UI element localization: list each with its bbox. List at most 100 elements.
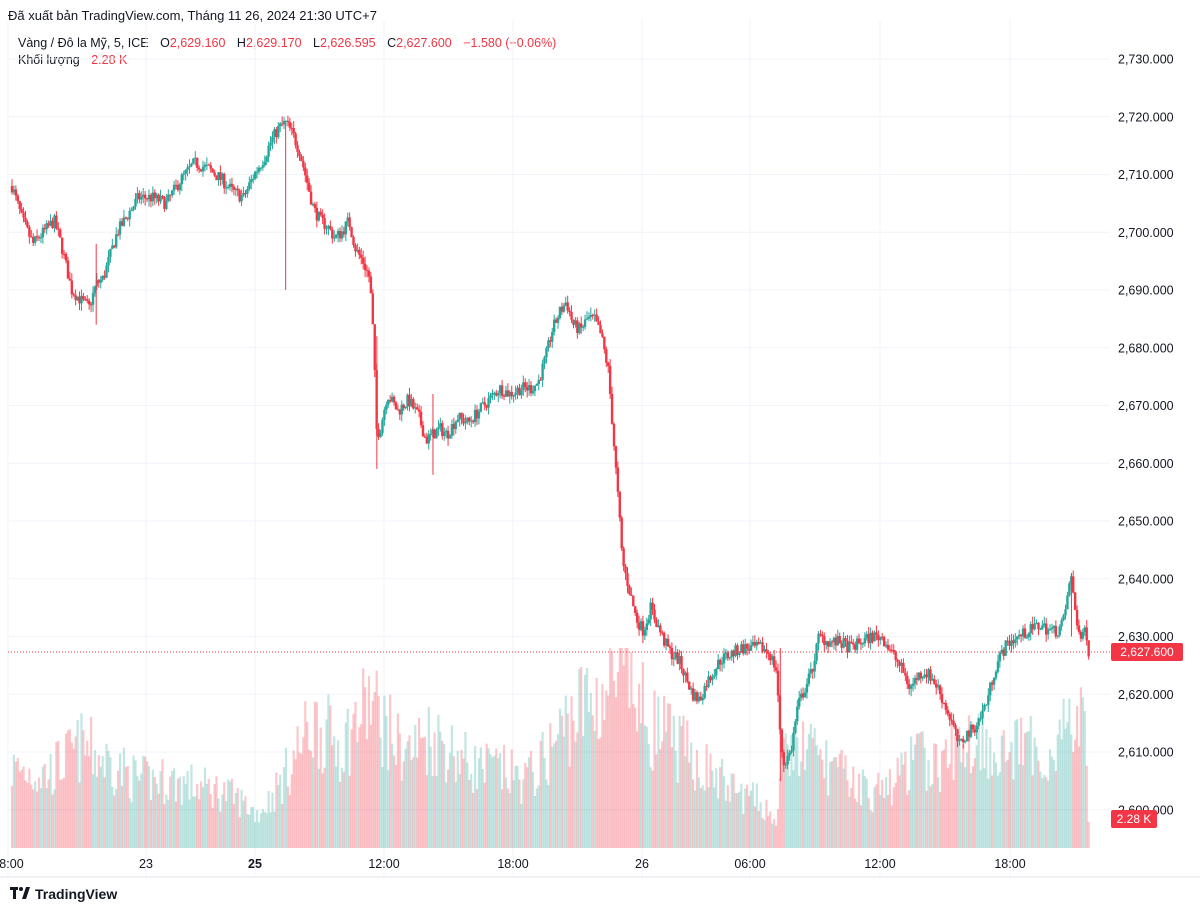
candle-body bbox=[967, 730, 971, 737]
candle bbox=[875, 625, 878, 641]
candle bbox=[180, 172, 183, 192]
candle bbox=[290, 122, 293, 136]
candle bbox=[591, 313, 594, 320]
candle-body bbox=[728, 657, 731, 659]
symbol-name[interactable]: Vàng / Đô la Mỹ, 5, ICE bbox=[18, 36, 149, 50]
candle-body bbox=[994, 671, 998, 678]
candle bbox=[655, 617, 658, 628]
candle-body bbox=[277, 126, 280, 138]
candle bbox=[402, 403, 405, 411]
volume-bar bbox=[452, 756, 455, 848]
volume-bar bbox=[736, 793, 739, 848]
candle-body bbox=[485, 405, 488, 408]
candle-body bbox=[174, 184, 178, 186]
volume-bar bbox=[1087, 821, 1090, 848]
candle bbox=[880, 632, 884, 641]
candle bbox=[614, 445, 618, 475]
candle bbox=[236, 185, 239, 197]
candle bbox=[170, 189, 174, 198]
candle bbox=[527, 378, 531, 396]
volume-bar bbox=[755, 783, 758, 848]
candle-body bbox=[742, 644, 745, 654]
candle bbox=[680, 651, 683, 674]
candle-body bbox=[24, 217, 27, 223]
candle-body bbox=[963, 741, 967, 743]
volume-bar bbox=[32, 789, 35, 848]
candle-body bbox=[217, 172, 220, 181]
candle-body bbox=[906, 675, 909, 685]
candle-body bbox=[201, 166, 205, 172]
candle-body bbox=[265, 156, 268, 162]
candle bbox=[788, 749, 791, 761]
candle-body bbox=[197, 167, 201, 170]
candle bbox=[39, 233, 43, 244]
candle-body bbox=[686, 672, 689, 682]
candle-body bbox=[898, 661, 901, 666]
volume-bar bbox=[879, 795, 882, 848]
volume-bar bbox=[188, 799, 191, 848]
candle-body bbox=[84, 299, 87, 301]
volume-bar bbox=[881, 779, 884, 848]
volume-label[interactable]: Khối lượng bbox=[18, 53, 80, 67]
candle bbox=[900, 658, 903, 674]
volume-bar bbox=[950, 721, 953, 848]
volume-bar bbox=[221, 794, 224, 848]
candle-body bbox=[682, 669, 685, 676]
volume-bar bbox=[325, 719, 328, 848]
candle-body bbox=[533, 385, 537, 392]
volume-bar bbox=[720, 758, 724, 848]
volume-bar bbox=[761, 818, 764, 848]
y-tick-label: 2,720.000 bbox=[1118, 110, 1174, 124]
candle-body bbox=[383, 409, 386, 420]
candle-body bbox=[713, 675, 716, 677]
candle bbox=[1023, 623, 1027, 639]
volume-bar bbox=[846, 780, 849, 848]
candle-body bbox=[132, 206, 135, 210]
candle-body bbox=[832, 637, 836, 643]
candle bbox=[525, 381, 529, 398]
candle-body bbox=[738, 652, 741, 655]
volume-bar bbox=[443, 743, 446, 848]
volume-bar bbox=[564, 695, 567, 848]
volume-bar bbox=[514, 765, 517, 848]
candle-body bbox=[408, 394, 411, 407]
candle bbox=[709, 674, 712, 684]
candle bbox=[869, 627, 872, 650]
volume-bar bbox=[526, 767, 529, 848]
volume-bar bbox=[1000, 735, 1003, 848]
candle bbox=[803, 688, 807, 698]
candle-body bbox=[1073, 592, 1077, 610]
candle-body bbox=[250, 179, 253, 183]
volume-bar bbox=[556, 734, 560, 848]
candle-body bbox=[317, 211, 320, 221]
volume-bar bbox=[960, 762, 963, 848]
candle-body bbox=[688, 681, 691, 690]
candle bbox=[62, 250, 66, 259]
candle bbox=[392, 394, 396, 406]
candle-body bbox=[780, 729, 784, 753]
candle bbox=[1075, 605, 1079, 630]
candle bbox=[554, 317, 558, 324]
candle-body bbox=[462, 417, 465, 424]
volume-bar bbox=[533, 796, 536, 848]
volume-bar bbox=[466, 762, 469, 848]
candle bbox=[414, 402, 417, 414]
candle-body bbox=[80, 295, 83, 304]
candle bbox=[904, 668, 907, 682]
candle bbox=[498, 384, 502, 399]
volume-bar bbox=[553, 743, 556, 848]
volume-bar bbox=[215, 776, 218, 848]
volume-bar bbox=[979, 770, 982, 848]
volume-bar bbox=[1047, 780, 1050, 848]
candle bbox=[715, 667, 718, 680]
volume-bar bbox=[869, 809, 872, 848]
tradingview-brand[interactable]: TradingView bbox=[10, 886, 117, 902]
candle-body bbox=[487, 398, 490, 408]
volume-bar bbox=[296, 726, 299, 848]
volume-bar bbox=[273, 811, 276, 848]
candle-body bbox=[306, 175, 309, 183]
candle-body bbox=[552, 319, 556, 333]
volume-bar bbox=[176, 778, 180, 848]
x-tick-label: 18:00 bbox=[0, 857, 24, 871]
